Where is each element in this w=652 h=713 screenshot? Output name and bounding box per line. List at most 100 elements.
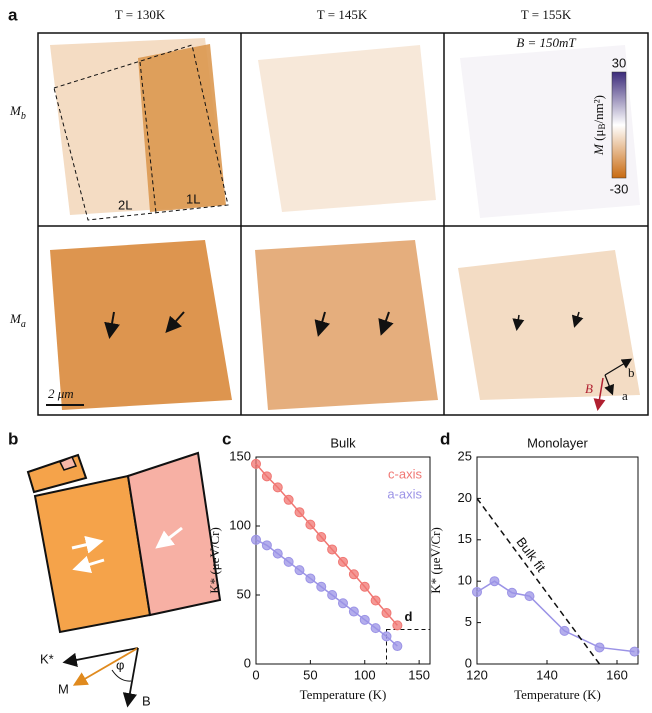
data-point: [294, 507, 305, 518]
data-point: [251, 534, 261, 545]
y-tick-label: 50: [237, 586, 251, 601]
arrow: [378, 311, 394, 336]
column-title: T = 155K: [521, 7, 572, 22]
x-tick-label: 50: [303, 667, 317, 682]
legend-entry: c-axis: [388, 466, 422, 481]
data-point: [338, 598, 348, 609]
data-point: [507, 587, 517, 598]
data-point: [472, 586, 482, 597]
axis-label: B: [585, 381, 593, 396]
data-point: [251, 458, 261, 469]
data-point: [370, 595, 381, 606]
y-tick-label: 25: [458, 448, 472, 463]
chart-title: Bulk: [330, 435, 356, 450]
arrow: [155, 526, 183, 549]
panel-label: a: [8, 5, 18, 24]
arrow: [165, 311, 185, 333]
data-point: [559, 625, 570, 636]
plot-frame: [476, 456, 639, 665]
flake: [255, 240, 438, 410]
axis-label: b: [628, 365, 635, 380]
chart-title: Monolayer: [527, 435, 588, 450]
outline: [139, 61, 157, 214]
data-point: [305, 573, 316, 584]
row-label: Mb: [9, 103, 26, 122]
axis-arrow: [604, 374, 615, 396]
data-point: [305, 519, 316, 530]
arrow: [512, 314, 525, 331]
colorbar-label: M (μB/nm²): [591, 95, 607, 156]
axis-arrow: [593, 377, 606, 411]
x-tick-label: 140: [536, 667, 558, 682]
plot-frame: [255, 456, 431, 665]
flake: [258, 45, 436, 212]
panel-label: d: [440, 429, 450, 448]
legend-entry: a-axis: [387, 486, 422, 501]
column-title: T = 145K: [317, 7, 368, 22]
y-tick-label: 150: [229, 448, 251, 463]
data-point: [261, 540, 272, 551]
data-point: [272, 548, 283, 559]
axis-arrow: [604, 358, 633, 376]
vector: [122, 647, 139, 708]
colorbar-tick: -30: [610, 181, 629, 196]
x-tick-label: 120: [466, 667, 488, 682]
map-grid: 2L 1L B = 150mT 30 -30 M (μB/nm²) 2 μm b…: [37, 32, 649, 416]
x-tick-label: 150: [408, 667, 430, 682]
panel-label: c: [222, 429, 231, 448]
angle-label: φ: [116, 657, 124, 672]
colorbar: [611, 71, 627, 179]
data-point: [294, 565, 305, 576]
data-point: [629, 646, 640, 657]
layer-label: 2L: [118, 197, 132, 212]
field-label: B = 150mT: [516, 35, 576, 50]
data-point: [381, 607, 392, 618]
x-axis-label: Temperature (K): [300, 687, 387, 702]
arrow: [571, 311, 584, 328]
zoom-box: [386, 629, 431, 665]
data-point: [524, 591, 535, 602]
data-point: [489, 576, 500, 587]
data-point: [392, 620, 403, 631]
y-tick-label: 15: [458, 531, 472, 546]
outline: [53, 44, 229, 221]
angle: [111, 669, 132, 682]
data-point: [359, 581, 370, 592]
x-tick-label: 0: [252, 667, 259, 682]
series-line: [476, 497, 601, 665]
data-point: [261, 471, 272, 482]
data-point: [272, 482, 283, 493]
vector: [72, 647, 139, 686]
data-point: [283, 494, 294, 505]
flake-1l: [138, 44, 226, 212]
panel-label: b: [8, 429, 18, 448]
frame: [37, 32, 649, 416]
column-title: T = 130K: [115, 7, 166, 22]
data-point: [381, 631, 392, 642]
x-tick-label: 100: [354, 667, 376, 682]
series-line: [476, 580, 635, 653]
flake: [58, 456, 78, 471]
data-point: [327, 590, 338, 600]
vector-label: M: [58, 681, 69, 696]
flake: [460, 45, 640, 218]
schematic: K* M φ B: [26, 451, 222, 708]
data-point: [338, 556, 348, 567]
y-tick-label: 10: [458, 573, 472, 588]
data-point: [316, 532, 327, 543]
y-tick-label: 5: [465, 614, 472, 629]
y-axis-label: K* (μeV/Cr): [428, 527, 443, 594]
data-point: [370, 623, 381, 634]
data-point: [348, 569, 359, 580]
data-point: [316, 581, 327, 592]
vector-label: B: [142, 693, 151, 708]
scale-label: 2 μm: [48, 386, 74, 401]
row-label: Ma: [9, 311, 26, 330]
data-point: [359, 614, 370, 625]
y-tick-label: 100: [229, 517, 251, 532]
arrow: [71, 535, 104, 554]
arrow: [104, 311, 120, 339]
arrow: [314, 311, 330, 337]
x-axis-label: Temperature (K): [514, 687, 601, 702]
